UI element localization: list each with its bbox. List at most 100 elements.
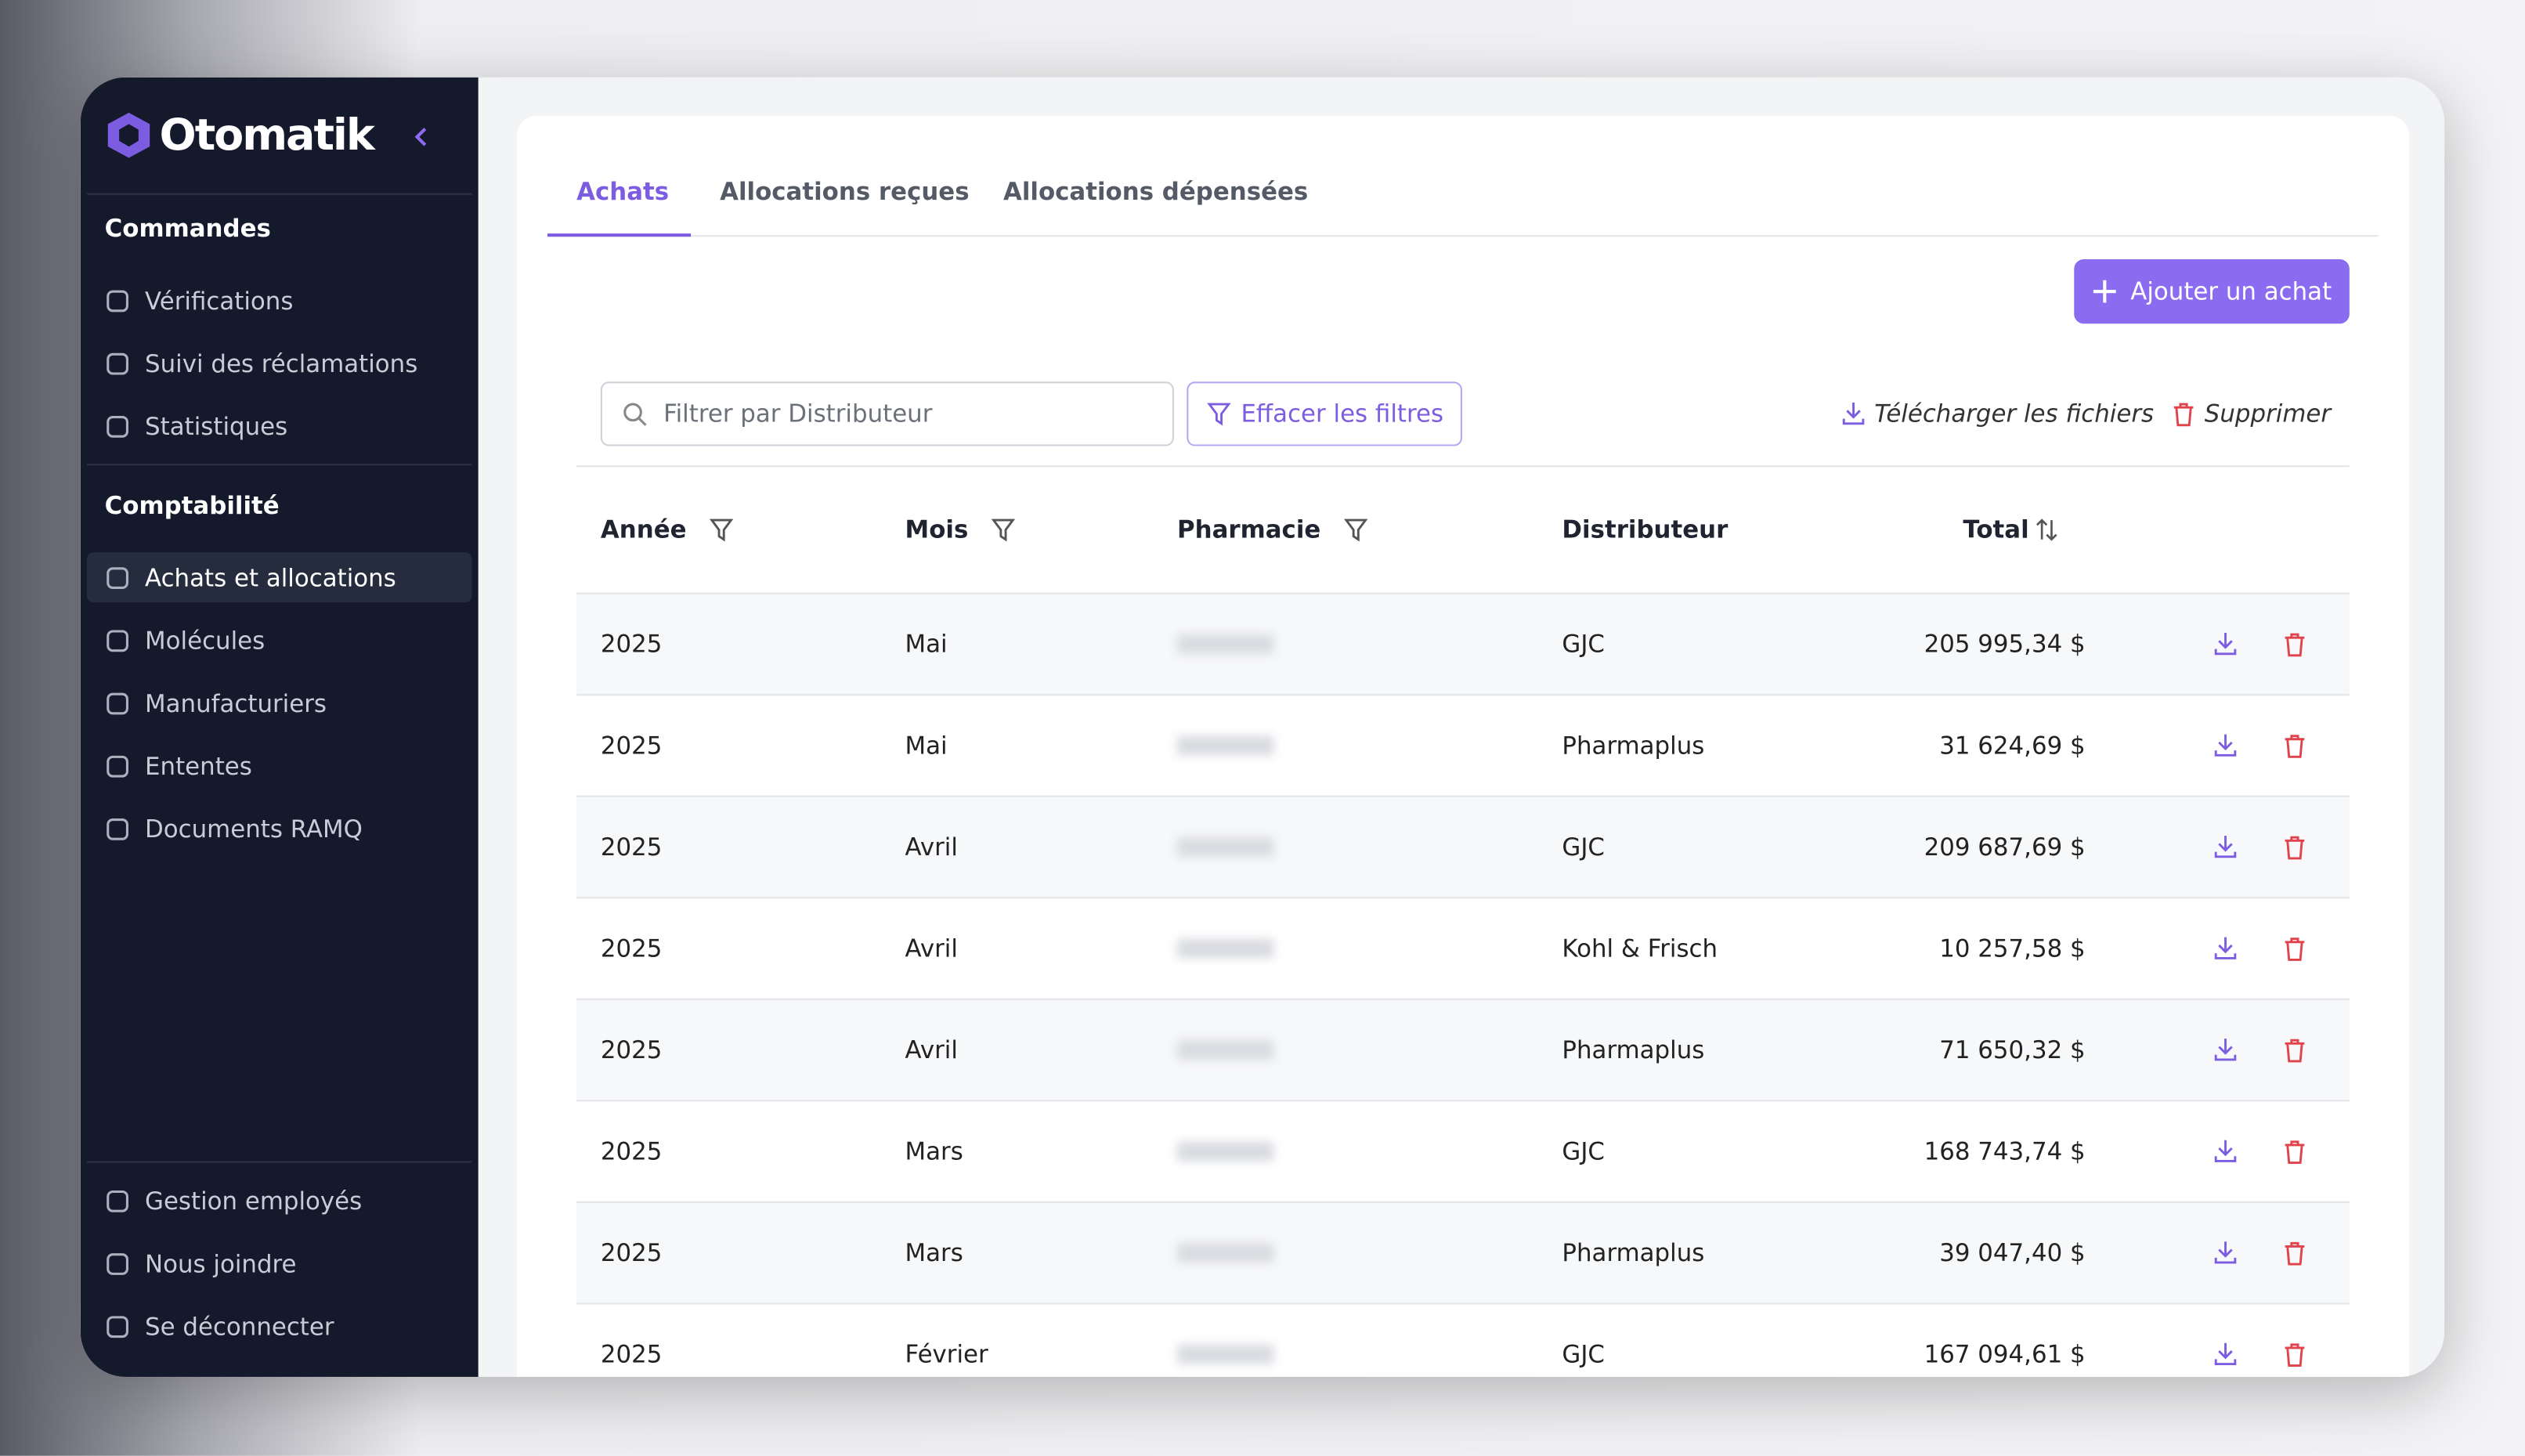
icon xyxy=(107,414,128,437)
nav-item[interactable]: Documents RAMQ xyxy=(87,804,471,854)
icon xyxy=(2214,633,2237,656)
blurred-cell xyxy=(1177,1040,1274,1060)
row-delete[interactable] xyxy=(2281,631,2307,663)
icon xyxy=(107,692,128,714)
delete-link[interactable]: Supprimer xyxy=(2171,399,2331,428)
collapse-button[interactable] xyxy=(414,125,430,148)
cell: 167 094,61 $ xyxy=(1924,1339,2086,1369)
download-link[interactable]: Télécharger les fichiers xyxy=(1840,399,2154,428)
row-delete[interactable] xyxy=(2281,936,2307,968)
row-delete[interactable] xyxy=(2281,834,2307,866)
tab[interactable]: Achats xyxy=(576,177,670,207)
separator xyxy=(87,1161,472,1163)
cell: 31 624,69 $ xyxy=(1939,731,2086,761)
icon xyxy=(107,1315,128,1338)
cell: Avril xyxy=(905,1035,958,1065)
row-download[interactable] xyxy=(2213,1139,2238,1171)
nav-item[interactable]: Manufacturiers xyxy=(87,678,471,728)
row-download[interactable] xyxy=(2213,1342,2238,1374)
icon xyxy=(2285,1039,2305,1063)
nav-item[interactable]: Statistiques xyxy=(87,401,471,451)
icon xyxy=(107,817,128,840)
download-icon xyxy=(1842,403,1865,425)
nav-label: Suivi des réclamations xyxy=(145,349,418,378)
nav-item[interactable]: Vérifications xyxy=(87,276,471,326)
add-button[interactable]: Ajouter un achat xyxy=(2074,259,2350,324)
icon xyxy=(107,289,128,312)
row-delete[interactable] xyxy=(2281,733,2307,765)
row-download[interactable] xyxy=(2213,834,2238,866)
nav-item[interactable]: Gestion employés xyxy=(87,1176,471,1226)
section-title: Commandes xyxy=(104,214,271,244)
search-placeholder: Filtrer par Distributeur xyxy=(663,399,933,428)
nav-item[interactable]: Molécules xyxy=(87,615,471,665)
clear-filters-button[interactable]: Effacer les filtres xyxy=(1187,381,1462,446)
nav-label: Manufacturiers xyxy=(145,688,327,717)
icon xyxy=(2214,1140,2237,1162)
row-delete[interactable] xyxy=(2281,1342,2307,1374)
nav-label: Achats et allocations xyxy=(145,562,396,592)
row-download[interactable] xyxy=(2213,733,2238,765)
header-label: Année xyxy=(600,515,687,544)
nav-label: Gestion employés xyxy=(145,1186,363,1216)
cell: Pharmaplus xyxy=(1562,1035,1705,1065)
separator xyxy=(87,464,472,466)
table-row: 2025 Mars Pharmaplus 39 047,40 $ xyxy=(576,1201,2350,1305)
column-header: Distributeur xyxy=(1562,515,1728,544)
tab[interactable]: Allocations dépensées xyxy=(1002,177,1309,207)
nav-label: Ententes xyxy=(145,751,252,781)
column-header[interactable]: Total xyxy=(1963,515,2059,544)
row-download[interactable] xyxy=(2213,1240,2238,1272)
table-row: 2025 Avril Pharmaplus 71 650,32 $ xyxy=(576,998,2350,1102)
table-row: 2025 Avril GJC 209 687,69 $ xyxy=(576,795,2350,899)
header-label: Pharmacie xyxy=(1177,515,1321,544)
icon xyxy=(2036,518,2057,541)
download-label: Télécharger les fichiers xyxy=(1874,399,2155,428)
section-title: Comptabilité xyxy=(104,491,280,521)
column-header[interactable]: Année xyxy=(601,515,735,544)
nav-item[interactable]: Nous joindre xyxy=(87,1238,471,1288)
content-card: Achats Allocations reçues Allocations dépe… xyxy=(517,116,2409,1377)
tab[interactable]: Allocations reçues xyxy=(720,177,970,207)
cell: Pharmaplus xyxy=(1562,731,1705,761)
icon xyxy=(2285,938,2305,961)
divider xyxy=(576,465,2350,468)
column-header[interactable]: Pharmacie xyxy=(1177,515,1369,544)
nav-label: Molécules xyxy=(145,625,266,655)
trash-icon xyxy=(2173,403,2194,427)
column-header[interactable]: Mois xyxy=(905,515,1017,544)
tab-indicator xyxy=(547,233,692,237)
cell: 10 257,58 $ xyxy=(1939,934,2086,963)
nav-item[interactable]: Ententes xyxy=(87,741,471,791)
cell: Mars xyxy=(905,1238,963,1268)
table-row: 2025 Mars GJC 168 743,74 $ xyxy=(576,1100,2350,1203)
icon xyxy=(2214,1039,2237,1061)
icon xyxy=(107,1189,128,1212)
icon xyxy=(2285,633,2305,657)
row-delete[interactable] xyxy=(2281,1240,2307,1272)
header-label: Total xyxy=(1963,515,2029,544)
row-download[interactable] xyxy=(2213,631,2238,663)
blurred-cell xyxy=(1177,837,1274,857)
cell: Avril xyxy=(905,934,958,963)
icon xyxy=(992,518,1016,542)
icon xyxy=(2285,1241,2305,1266)
icon xyxy=(1344,518,1368,542)
icon xyxy=(2214,734,2237,757)
row-download[interactable] xyxy=(2213,936,2238,968)
cell: GJC xyxy=(1562,1136,1605,1166)
row-delete[interactable] xyxy=(2281,1037,2307,1069)
nav-item[interactable]: Se déconnecter xyxy=(87,1301,471,1351)
row-download[interactable] xyxy=(2213,1037,2238,1069)
cell: 2025 xyxy=(600,934,663,963)
icon xyxy=(107,566,128,588)
nav-item[interactable]: Suivi des réclamations xyxy=(87,338,471,388)
search-input[interactable]: Filtrer par Distributeur xyxy=(600,381,1174,446)
row-delete[interactable] xyxy=(2281,1139,2307,1171)
icon xyxy=(2285,1343,2305,1367)
icon xyxy=(710,518,735,542)
cell: GJC xyxy=(1562,1339,1605,1369)
nav-item[interactable]: Achats et allocations xyxy=(87,552,472,602)
